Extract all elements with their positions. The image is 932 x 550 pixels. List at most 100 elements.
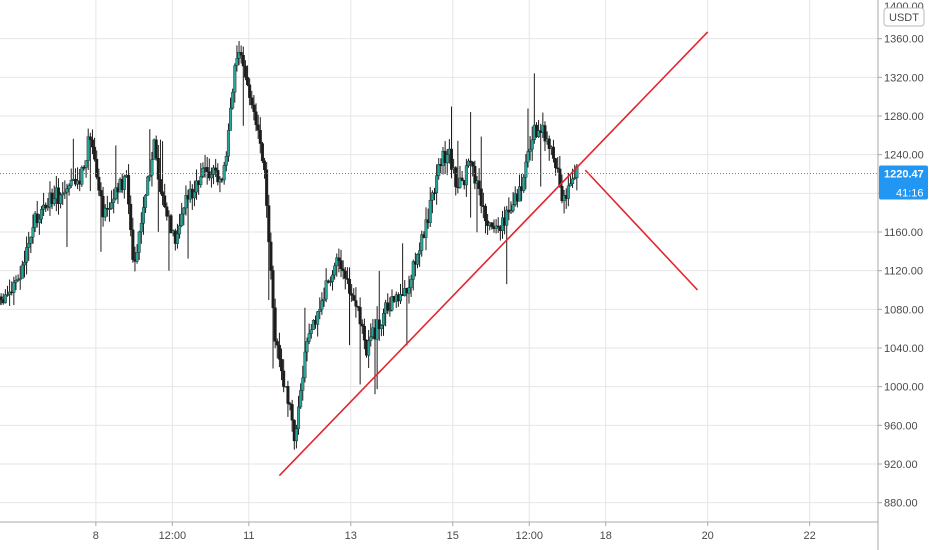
candle-body-up [175,233,179,244]
candle-body-down [260,143,264,162]
candle-body-up [522,176,526,191]
candle-body-down [543,125,547,142]
candle-body-up [420,234,424,251]
price-tick-label: 880.00 [884,498,918,510]
candle-body-up [122,176,126,190]
candle-body-down [490,222,494,228]
candle-body-up [218,178,222,183]
candle-body-up [3,294,7,304]
candle-body-down [358,307,362,325]
candle-body-up [67,185,71,189]
candle-body-up [22,262,26,266]
candle-body-down [473,166,477,184]
candle-body-up [178,225,182,235]
candle-body-up [524,161,528,178]
time-tick-label: 12:00 [159,530,187,542]
candle-body-up [25,247,29,263]
candle-body-up [39,209,43,220]
candle-body-down [554,158,558,169]
candle-body-down [101,195,105,218]
time-axis[interactable]: 8 12:00 11 13 15 12:00 18 20 22 [93,522,816,542]
candle-body-up [182,207,186,215]
candle-body-up [103,207,107,218]
candle-body-down [352,295,356,301]
currency-badge[interactable] [883,7,925,27]
time-tick-label: 13 [345,530,357,542]
candle-body-up [388,309,392,312]
candle-body-down [252,104,256,112]
candle-body-down [496,225,500,228]
candle-body-up [537,130,541,138]
candle-body-up [20,264,24,279]
candle-body-down [356,306,360,308]
candle-body-down [239,52,243,56]
candle-body-down [256,124,260,131]
candle-body-up [114,187,118,200]
candle-body-up [424,219,428,238]
price-tick-label: 1240.00 [884,150,924,162]
candle-body-down [377,319,381,330]
candle-body-up [311,320,315,330]
candle-body-up [318,308,322,312]
candle-body-down [169,215,173,234]
price-tick-label: 1000.00 [884,382,924,394]
candle-body-down [269,241,273,271]
candle-body-down [90,139,94,148]
candle-body-up [139,223,143,233]
candle-body-up [69,180,73,186]
candle-body-down [129,203,133,231]
candle-body-down [163,195,167,208]
candle-body-down [275,341,279,346]
candle-body-up [445,154,449,164]
price-tick-label: 1360.00 [884,34,924,46]
candle-body-down [348,279,352,294]
time-tick-label: 20 [702,530,714,542]
candle-body-up [199,176,203,185]
candle-body-down [460,177,464,181]
candle-body-up [184,195,188,209]
candle-body-up [18,278,22,280]
candle-body-down [95,158,99,178]
candle-body-up [509,210,513,213]
currency-label: USDT [889,12,919,24]
candle-body-down [246,77,250,85]
candle-body-up [328,281,332,283]
candle-body-down [88,136,92,141]
candle-body-down [290,404,294,421]
candle-body-down [288,403,292,405]
candle-body-up [141,207,145,224]
price-tick-label: 1320.00 [884,72,924,84]
candle-body-up [86,136,90,161]
candle-body-up [309,329,313,334]
candle-body-up [530,139,534,150]
candle-body-down [547,138,551,149]
candle-body-down [343,270,347,279]
price-tick-label: 1080.00 [884,304,924,316]
candle-body-up [112,198,116,203]
candle-body-up [464,165,468,186]
candle-body-up [458,177,462,188]
candle-body-up [5,294,9,296]
candle-body-up [294,428,298,442]
candle-body-down [165,206,169,217]
candle-body-up [212,167,216,175]
candle-body-down [449,148,453,170]
candle-body-up [301,377,305,391]
candle-body-up [52,198,56,204]
candle-body-up [430,192,434,201]
candle-body-down [354,300,358,307]
candle-body-down [271,270,275,308]
candle-body-up [233,65,237,93]
candle-body-down [551,146,555,159]
candle-body-down [158,179,162,192]
candle-body-up [59,194,63,204]
candle-body-up [566,185,570,199]
candle-body-down [44,204,48,209]
candle-body-up [63,191,67,195]
current-price-box: 1220.47 41:16 [879,165,928,200]
candle-body-down [50,192,54,204]
candle-body-up [222,165,226,181]
candle-body-up [379,324,383,330]
time-tick-label: 11 [243,530,254,542]
